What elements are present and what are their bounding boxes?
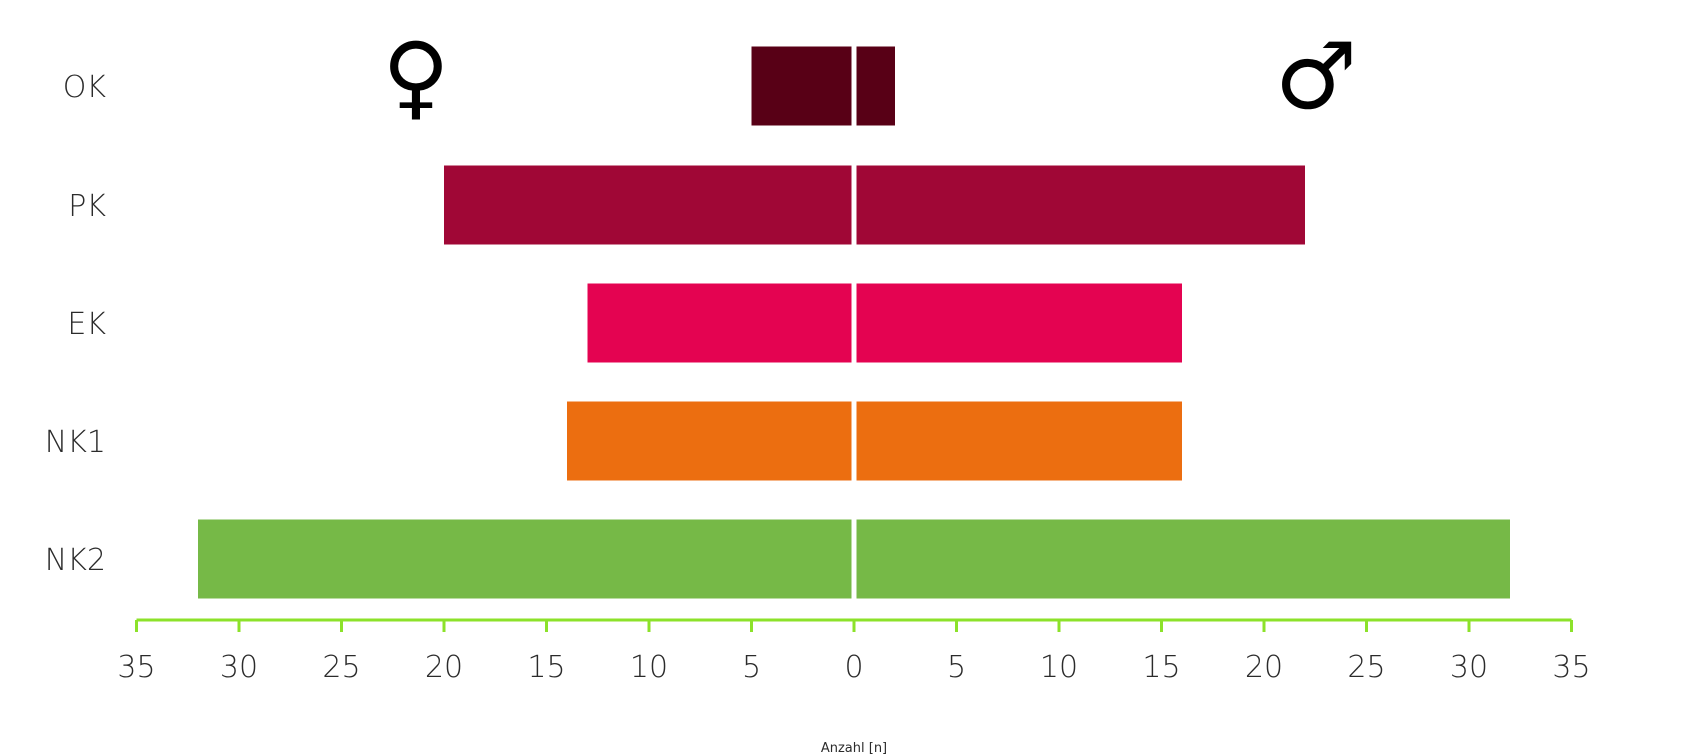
x-tick-label: 0	[844, 650, 863, 685]
x-tick-label: 10	[1040, 650, 1078, 685]
x-tick-label: 5	[947, 650, 966, 685]
x-tick-label: 30	[1450, 650, 1488, 685]
category-label-nk2: NK2	[45, 543, 106, 578]
category-label-ok: OK	[63, 70, 107, 105]
x-tick-label: 10	[630, 650, 668, 685]
bar-male-nk1	[856, 401, 1182, 481]
x-axis-title: Anzahl [n]	[821, 741, 887, 755]
category-label-pk: PK	[68, 189, 106, 224]
x-tick-label: 15	[1142, 650, 1180, 685]
x-tick-label: 25	[1347, 650, 1385, 685]
x-axis: 35 30 25 20 15 10 5 0 5 10 15 20 25 30 35	[117, 618, 1591, 685]
bar-male-nk2	[856, 519, 1510, 599]
x-tick-label: 35	[117, 650, 155, 685]
bar-male-pk	[856, 165, 1305, 245]
bars-layer	[198, 46, 1510, 599]
bar-male-ok	[856, 46, 895, 126]
x-tick-label: 25	[322, 650, 360, 685]
x-tick-label: 15	[527, 650, 565, 685]
x-tick-label: 35	[1552, 650, 1590, 685]
x-tick-label: 5	[742, 650, 761, 685]
bar-male-ek	[856, 283, 1182, 363]
female-symbol: ♀	[382, 23, 449, 130]
x-tick-label: 20	[425, 650, 463, 685]
bar-female-nk1	[567, 401, 852, 481]
category-label-ek: EK	[67, 307, 106, 342]
x-tick-label: 20	[1245, 650, 1283, 685]
category-labels: OK PK EK NK1 NK2	[45, 70, 107, 578]
bar-female-ek	[587, 283, 852, 363]
male-symbol: ♂	[1275, 23, 1357, 130]
bar-female-ok	[751, 46, 852, 126]
bar-female-nk2	[198, 519, 852, 599]
category-label-nk1: NK1	[45, 425, 106, 460]
x-tick-label: 30	[220, 650, 258, 685]
bar-female-pk	[444, 165, 852, 245]
